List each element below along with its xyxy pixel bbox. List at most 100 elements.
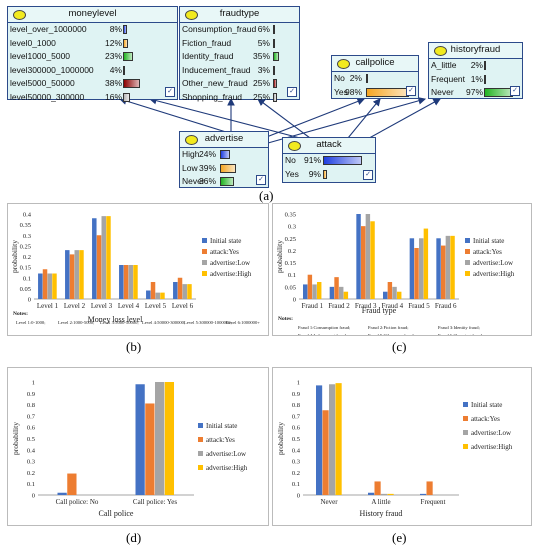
state-label: level0_1000 — [10, 37, 56, 48]
legend-label: Initial state — [473, 237, 504, 245]
chart-b: 0 0.05 0.1 0.15 0.2 0.25 0.3 0.35 0.4 probability… — [10, 212, 260, 326]
bar-c-5-2 — [445, 235, 451, 299]
y-tick-label: 0 — [297, 493, 300, 500]
node-expand-checkbox[interactable]: ✓ — [510, 86, 520, 96]
node-expand-checkbox[interactable]: ✓ — [165, 87, 175, 97]
bar-c-3-3 — [397, 291, 402, 299]
node-state-row[interactable]: Consumption_fraud 6% — [180, 23, 299, 37]
state-percent: 2% — [349, 73, 362, 83]
legend-swatch — [465, 260, 470, 265]
node-callpolice[interactable]: callpolice No 2% Yes 98% ✓ — [331, 55, 419, 99]
x-tick-label: Level 1 — [37, 302, 59, 310]
node-state-row[interactable]: level50000_300000 16% — [8, 91, 177, 105]
legend-label: attack:Yes — [206, 436, 235, 444]
bar-e-1-1 — [374, 481, 381, 495]
state-probability-bar — [123, 92, 131, 102]
node-state-row[interactable]: Other_new_fraud 25% — [180, 77, 299, 91]
node-state-row[interactable]: level1000_5000 23% — [8, 50, 177, 64]
node-state-row[interactable]: No 91% — [283, 154, 375, 168]
node-state-row[interactable]: Yes 9% — [283, 168, 375, 182]
node-state-row[interactable]: A_little 2% — [429, 59, 522, 73]
state-probability-bar — [323, 169, 327, 179]
legend-label: advertise:Low — [206, 450, 247, 458]
state-percent: 38% — [104, 78, 122, 88]
node-title: fraudtype — [219, 8, 260, 19]
node-state-row[interactable]: level5000_50000 38% — [8, 77, 177, 91]
node-expand-checkbox[interactable]: ✓ — [256, 175, 266, 185]
chart-d: 0 0.1 0.2 0.3 0.4 0.5 0.6 0.7 0.8 0.9 1 probability… — [11, 380, 248, 519]
bar-b-5-0 — [173, 282, 178, 299]
node-state-row[interactable]: level0_1000 12% — [8, 37, 177, 51]
state-label: Frequent — [431, 73, 466, 84]
y-tick-label: 0.7 — [27, 413, 36, 420]
bar-e-2-1 — [426, 481, 433, 495]
y-tick-label: 0.1 — [288, 272, 296, 279]
state-probability-bar — [123, 79, 141, 88]
bar-b-1-1 — [69, 254, 75, 299]
bar-c-3-0 — [383, 291, 388, 299]
node-expand-checkbox[interactable]: ✓ — [363, 170, 373, 180]
state-percent: 8% — [109, 24, 122, 34]
y-tick-label: 0.15 — [285, 260, 296, 267]
y-tick-label: 0.3 — [288, 224, 296, 231]
y-tick-label: 0.7 — [292, 413, 301, 420]
x-tick-label: Level 6 — [172, 302, 194, 310]
state-label: Inducement_fraud — [182, 64, 251, 75]
x-tick-label: Never — [320, 498, 338, 506]
node-historyfraud[interactable]: historyfraud A_little 2% Frequent 1% Never 97%… — [428, 42, 523, 99]
node-state-row[interactable]: High 24% — [180, 148, 268, 162]
state-probability-bar — [273, 79, 278, 88]
y-tick-label: 0.35 — [20, 222, 31, 229]
state-probability-bar — [123, 65, 125, 75]
node-state-row[interactable]: No 2% — [332, 72, 418, 86]
state-label: Never — [431, 87, 454, 97]
node-attack[interactable]: attack No 91% Yes 9% ✓ — [282, 137, 376, 183]
node-moneylevel[interactable]: moneylevel level_over_1000000 8% level0_100… — [7, 6, 178, 102]
bar-c-3-1 — [387, 282, 393, 299]
x-tick-label: Fraud 2 — [328, 302, 350, 310]
bar-c-5-0 — [436, 238, 441, 299]
arrow-advertise-callpolice — [263, 97, 366, 139]
node-state-row[interactable]: Shopping_fraud 25% — [180, 91, 299, 105]
node-state-row[interactable]: Frequent 1% — [429, 73, 522, 87]
x-tick-label: Fraud 4 — [382, 302, 404, 310]
bar-c-5-3 — [450, 235, 455, 299]
state-percent: 2% — [470, 60, 483, 70]
bar-c-4-0 — [409, 238, 415, 299]
node-state-row[interactable]: Identity_fraud 35% — [180, 50, 299, 64]
state-label: level300000_1000000 — [10, 64, 94, 75]
bar-b-2-3 — [106, 216, 111, 299]
node-advertise[interactable]: advertise High 24% Low 39% Never 36% ✓ — [179, 131, 269, 188]
node-state-row[interactable]: Inducement_fraud 3% — [180, 64, 299, 78]
state-probability-bar — [323, 156, 363, 165]
node-state-row[interactable]: level_over_1000000 8% — [8, 23, 177, 37]
legend-label: Initial state — [210, 237, 241, 245]
bar-d-1-1 — [145, 403, 155, 495]
legend-label: attack:Yes — [473, 248, 502, 256]
y-tick-label: 0.2 — [27, 470, 35, 477]
bar-d-0-0 — [57, 492, 67, 495]
y-axis-label: probability — [11, 422, 20, 455]
state-percent: 35% — [252, 51, 270, 61]
x-tick-label: Frequent — [421, 498, 446, 506]
node-state-row[interactable]: level300000_1000000 4% — [8, 64, 177, 78]
node-state-row[interactable]: Low 39% — [180, 162, 268, 176]
bar-e-1-0 — [368, 492, 375, 495]
node-title: historyfraud — [450, 44, 501, 55]
state-percent: 36% — [198, 176, 216, 186]
y-axis-label: probability — [275, 240, 284, 273]
node-state-row[interactable]: Never 97% — [429, 86, 522, 100]
node-state-row[interactable]: Fiction_fraud 5% — [180, 37, 299, 51]
node-state-row[interactable]: Never 36% — [180, 175, 268, 189]
node-expand-checkbox[interactable]: ✓ — [287, 87, 297, 97]
y-tick-label: 1 — [32, 380, 35, 387]
note-item: Level 2:1000-5000; — [58, 320, 94, 325]
arrow-advertise-historyfraud — [267, 97, 427, 144]
node-fraudtype[interactable]: fraudtype Consumption_fraud 6% Fiction_frau… — [179, 6, 300, 102]
node-header: moneylevel — [8, 7, 177, 23]
y-tick-label: 0.25 — [285, 236, 296, 243]
state-percent: 39% — [198, 162, 216, 173]
node-expand-checkbox[interactable]: ✓ — [406, 86, 416, 96]
state-probability-bar — [273, 65, 275, 75]
y-tick-label: 0.1 — [292, 481, 300, 488]
